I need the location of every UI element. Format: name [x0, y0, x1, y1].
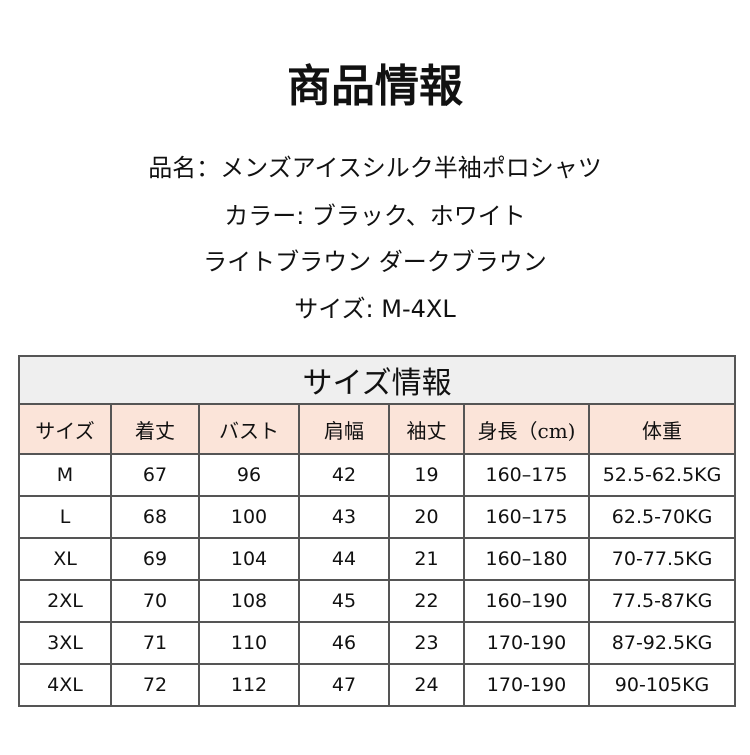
table-cell: 4XL [18, 663, 112, 707]
table-row: XL 69 104 44 21 160–180 70-77.5KG [18, 537, 737, 581]
table-cell: M [18, 453, 112, 497]
table-cell: 90-105KG [587, 663, 737, 707]
table-cell: 87-92.5KG [587, 621, 737, 665]
table-cell: 67 [110, 453, 200, 497]
table-cell: 71 [110, 621, 200, 665]
table-cell: 160–175 [463, 453, 590, 497]
column-header-row: サイズ 着丈 バスト 肩幅 袖丈 身長（cm) 体重 [18, 403, 737, 455]
table-row: L 68 100 43 20 160–175 62.5-70KG [18, 495, 737, 539]
table-cell: 69 [110, 537, 200, 581]
table-cell: 22 [388, 579, 465, 623]
column-header: サイズ [18, 403, 112, 455]
table-cell: 160–180 [463, 537, 590, 581]
column-header: 体重 [587, 403, 737, 455]
table-cell: 42 [298, 453, 390, 497]
table-cell: 104 [198, 537, 300, 581]
column-header: 着丈 [110, 403, 200, 455]
table-cell: 62.5-70KG [587, 495, 737, 539]
table-row: 3XL 71 110 46 23 170-190 87-92.5KG [18, 621, 737, 665]
table-cell: 45 [298, 579, 390, 623]
table-cell: 46 [298, 621, 390, 665]
column-header: バスト [198, 403, 300, 455]
table-cell: 100 [198, 495, 300, 539]
column-header: 袖丈 [388, 403, 465, 455]
table-row: M 67 96 42 19 160–175 52.5-62.5KG [18, 453, 737, 497]
table-cell: 3XL [18, 621, 112, 665]
column-header: 肩幅 [298, 403, 390, 455]
table-cell: 68 [110, 495, 200, 539]
table-cell: L [18, 495, 112, 539]
table-cell: 24 [388, 663, 465, 707]
table-row: 2XL 70 108 45 22 160–190 77.5-87KG [18, 579, 737, 623]
table-cell: 2XL [18, 579, 112, 623]
table-cell: 43 [298, 495, 390, 539]
table-cell: 70-77.5KG [587, 537, 737, 581]
table-cell: 170-190 [463, 621, 590, 665]
info-line: サイズ: M-4XL [294, 295, 456, 323]
table-title: サイズ情報 [17, 355, 737, 405]
table-cell: 77.5-87KG [587, 579, 737, 623]
table-cell: 110 [198, 621, 300, 665]
table-cell: 47 [298, 663, 390, 707]
info-line: カラー: ブラック、ホワイト [224, 202, 526, 230]
table-row: 4XL 72 112 47 24 170-190 90-105KG [18, 663, 737, 707]
table-cell: 21 [388, 537, 465, 581]
table-cell: 112 [198, 663, 300, 707]
column-header: 身長（cm) [463, 403, 590, 455]
table-cell: XL [18, 537, 112, 581]
table-cell: 70 [110, 579, 200, 623]
table-cell: 160–175 [463, 495, 590, 539]
table-cell: 23 [388, 621, 465, 665]
table-cell: 52.5-62.5KG [587, 453, 737, 497]
table-cell: 19 [388, 453, 465, 497]
info-line: 品名：メンズアイスシルク半袖ポロシャツ [148, 154, 602, 182]
title: 商品情報 [287, 61, 463, 112]
info-line: ライトブラウン ダークブラウン [203, 248, 547, 276]
table-cell: 160–190 [463, 579, 590, 623]
table-cell: 20 [388, 495, 465, 539]
table-cell: 72 [110, 663, 200, 707]
table-cell: 170-190 [463, 663, 590, 707]
table-body: サイズ情報 サイズ 着丈 バスト 肩幅 袖丈 身長（cm) 体重 M 67 96 42 19 160–1… [17, 355, 737, 707]
size-table: サイズ情報 サイズ 着丈 バスト 肩幅 袖丈 身長（cm) 体重 M 67 96 42 19 160–1… [17, 355, 737, 707]
table-cell: 96 [198, 453, 300, 497]
table-title-row: サイズ情報 [17, 355, 737, 405]
table-cell: 44 [298, 537, 390, 581]
table-cell: 108 [198, 579, 300, 623]
